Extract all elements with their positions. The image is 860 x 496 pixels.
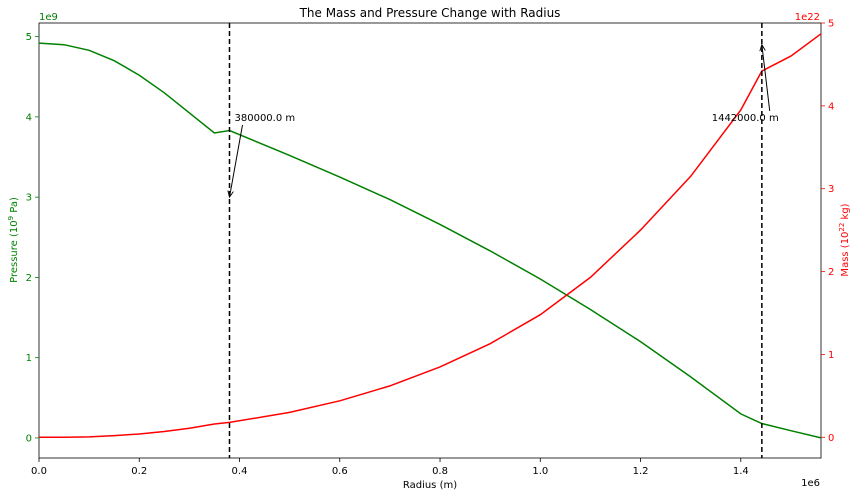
- x-tick-label: 1.4: [733, 466, 749, 477]
- annotation-label: 1442000.0 m: [712, 113, 779, 124]
- left-axis-offset-text: 1e9: [39, 12, 58, 23]
- x-axis-offset-text: 1e6: [801, 478, 820, 489]
- right-y-tick-label: 0: [828, 433, 834, 444]
- right-axis-label-unit: kg): [840, 203, 851, 222]
- left-axis-label: Pressure (109 Pa): [7, 197, 20, 283]
- mass-series-line: [39, 33, 822, 439]
- left-y-tick-label: 0: [26, 433, 32, 444]
- right-y-tick-label: 3: [828, 184, 834, 195]
- chart-title: The Mass and Pressure Change with Radius: [299, 6, 561, 20]
- x-tick-label: 0.6: [332, 466, 348, 477]
- left-y-tick-label: 2: [26, 273, 32, 284]
- right-axis-label: Mass (1022 kg): [838, 203, 851, 276]
- right-y-tick-label: 1: [828, 350, 834, 361]
- axes-frame: [38, 22, 822, 459]
- x-axis-label: Radius (m): [403, 480, 457, 491]
- left-y-tick-label: 3: [26, 193, 32, 204]
- right-axis-label-exponent: 22: [838, 223, 846, 232]
- x-tick-label: 0.8: [432, 466, 448, 477]
- left-y-tick-label: 5: [26, 32, 32, 43]
- left-y-tick-label: 4: [26, 112, 32, 123]
- annotation-label: 380000.0 m: [235, 113, 296, 124]
- plot-area: 0.0 0.2 0.4 0.6 0.8 1.0 1.2 1.4 0 1 2 3 4 5 0 1 2 3 4 5 3800…: [26, 19, 835, 478]
- annotation-arrow: [229, 124, 243, 197]
- pressure-series-line: [38, 42, 822, 439]
- x-tick-label: 0.2: [131, 466, 147, 477]
- left-y-tick-label: 1: [26, 353, 32, 364]
- left-axis-label-exponent: 9: [7, 216, 15, 220]
- right-y-tick-label: 2: [828, 267, 834, 278]
- annotation-arrow: [762, 45, 771, 111]
- x-tick-label: 1.0: [532, 466, 548, 477]
- x-tick-label: 0.0: [31, 466, 47, 477]
- x-tick-label: 0.4: [232, 466, 248, 477]
- left-axis-label-main: Pressure (10: [9, 220, 20, 283]
- right-axis-offset-text: 1e22: [795, 12, 820, 23]
- left-axis-label-unit: Pa): [9, 197, 20, 216]
- right-y-tick-label: 4: [828, 101, 834, 112]
- right-axis-label-main: Mass (10: [840, 232, 851, 277]
- right-y-tick-label: 5: [828, 19, 834, 30]
- x-tick-label: 1.2: [633, 466, 649, 477]
